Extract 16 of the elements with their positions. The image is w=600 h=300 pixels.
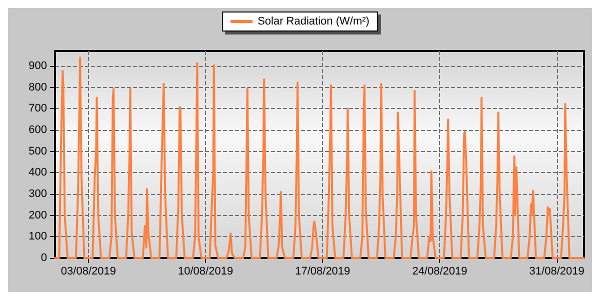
y-tick-label: 200 bbox=[28, 209, 47, 222]
x-tick-label: 17/08/2019 bbox=[295, 266, 350, 278]
legend-label: Solar Radiation (W/m²) bbox=[258, 16, 370, 28]
x-tick-label: 31/08/2019 bbox=[529, 266, 584, 278]
x-tick-label: 24/08/2019 bbox=[412, 266, 468, 278]
x-tick-label: 03/08/2019 bbox=[60, 266, 116, 278]
y-tick-label: 900 bbox=[28, 60, 47, 72]
y-tick-label: 800 bbox=[28, 81, 47, 94]
y-tick-label: 100 bbox=[28, 230, 47, 243]
y-tick-label: 400 bbox=[28, 166, 47, 179]
x-tick-label: 10/08/2019 bbox=[178, 266, 234, 278]
y-tick-label: 600 bbox=[28, 124, 47, 136]
y-tick-label: 500 bbox=[28, 145, 47, 158]
y-tick-label: 0 bbox=[40, 252, 47, 264]
y-tick-label: 700 bbox=[28, 102, 47, 115]
y-tick-label: 300 bbox=[28, 188, 47, 200]
